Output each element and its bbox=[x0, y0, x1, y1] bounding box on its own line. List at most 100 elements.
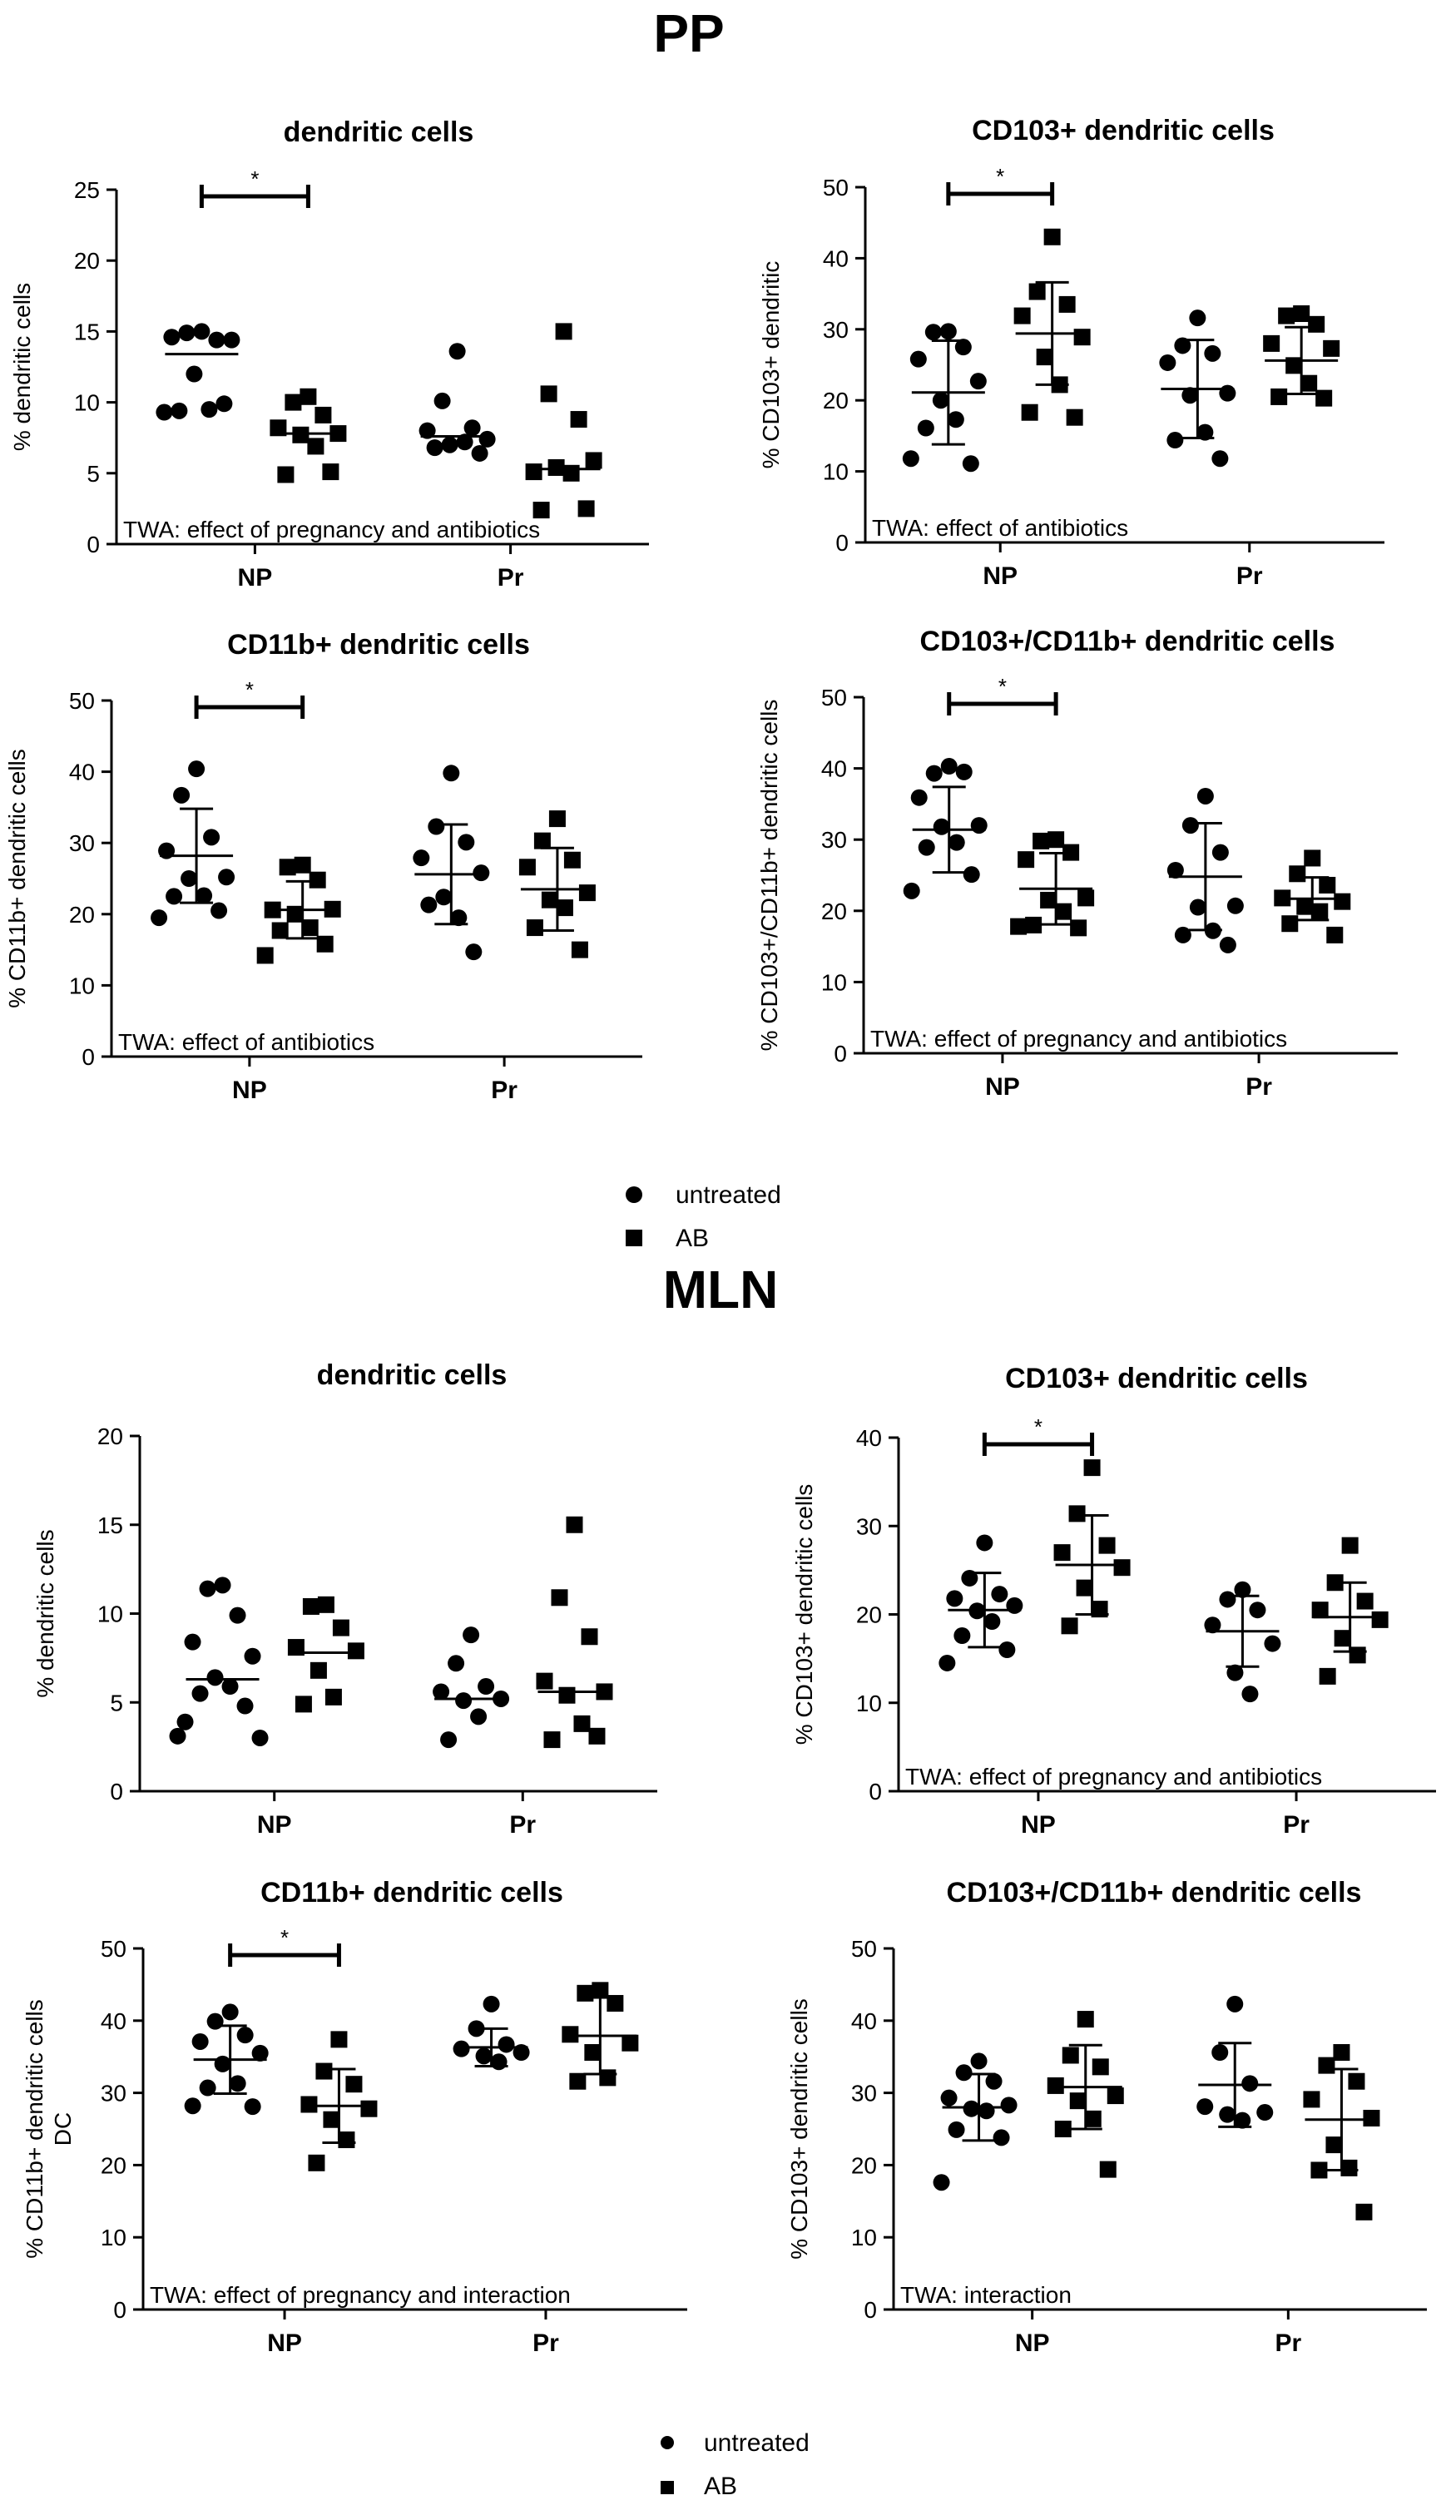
data-point-untreated-pr bbox=[455, 1692, 473, 1710]
data-point-untreated-pr bbox=[433, 1683, 450, 1701]
data-point-untreated-pr bbox=[453, 2040, 470, 2057]
data-point-ab-np bbox=[309, 871, 326, 889]
data-point-ab-pr bbox=[547, 458, 565, 476]
data-point-ab-pr bbox=[1349, 1646, 1366, 1664]
data-point-untreated-np bbox=[251, 2044, 269, 2062]
significance-label: * bbox=[998, 674, 1007, 699]
data-point-ab-np bbox=[330, 2031, 348, 2048]
data-point-untreated-pr bbox=[1219, 384, 1236, 402]
data-point-ab-np bbox=[300, 388, 317, 405]
data-point-ab-np bbox=[316, 935, 334, 953]
y-tick-label: 30 bbox=[101, 2081, 126, 2107]
y-axis-label: % CD11b+ dendritic cells bbox=[22, 1999, 47, 2259]
chart-title: dendritic cells bbox=[284, 116, 474, 148]
data-point-untreated-np bbox=[1000, 2097, 1018, 2114]
data-point-ab-pr bbox=[563, 851, 581, 869]
y-tick-label: 25 bbox=[74, 177, 100, 203]
y-tick-label: 15 bbox=[97, 1512, 123, 1538]
data-point-ab-pr bbox=[525, 463, 542, 481]
data-point-untreated-np bbox=[196, 887, 213, 904]
y-axis-label: % CD103+ dendritic cells bbox=[791, 1484, 817, 1745]
data-point-ab-pr bbox=[1311, 903, 1329, 920]
data-point-ab-pr bbox=[1263, 334, 1280, 352]
y-tick-label: 10 bbox=[74, 390, 100, 416]
data-point-ab-np bbox=[1055, 903, 1072, 920]
data-point-ab-pr bbox=[1341, 1537, 1359, 1554]
data-point-untreated-pr bbox=[463, 419, 481, 437]
data-point-untreated-pr bbox=[458, 834, 475, 851]
twa-annotation: TWA: effect of antibiotics bbox=[118, 1029, 374, 1055]
chart-title: CD11b+ dendritic cells bbox=[260, 1877, 563, 1909]
data-point-ab-pr bbox=[569, 2072, 587, 2090]
data-point-ab-pr bbox=[599, 2069, 617, 2087]
twa-annotation: TWA: effect of antibiotics bbox=[872, 515, 1128, 541]
y-tick-label: 30 bbox=[69, 830, 95, 856]
data-point-ab-pr bbox=[571, 941, 588, 958]
y-tick-label: 0 bbox=[87, 532, 100, 557]
data-point-untreated-np bbox=[203, 829, 220, 846]
data-point-untreated-np bbox=[184, 1633, 201, 1651]
y-tick-label: 10 bbox=[69, 973, 95, 998]
data-point-ab-pr bbox=[536, 1672, 553, 1690]
data-point-ab-np bbox=[1077, 889, 1095, 907]
data-point-untreated-np bbox=[218, 869, 235, 886]
data-point-untreated-pr bbox=[478, 430, 496, 448]
data-point-untreated-np bbox=[933, 818, 950, 835]
significance-label: * bbox=[280, 1925, 289, 1950]
x-tick-label: Pr bbox=[1283, 1811, 1310, 1839]
data-point-untreated-np bbox=[244, 2098, 261, 2116]
data-point-ab-np bbox=[285, 394, 302, 411]
data-point-ab-pr bbox=[573, 1715, 591, 1732]
data-point-untreated-np bbox=[991, 1586, 1008, 1603]
x-tick-label: NP bbox=[238, 564, 273, 592]
legend-bottom: untreated AB bbox=[661, 2429, 810, 2500]
chart-title: CD11b+ dendritic cells bbox=[227, 629, 530, 661]
data-point-untreated-np bbox=[940, 2089, 958, 2107]
data-point-ab-pr bbox=[526, 919, 543, 937]
data-point-ab-pr bbox=[1318, 2057, 1335, 2074]
y-tick-label: 20 bbox=[821, 899, 847, 924]
data-point-ab-np bbox=[1070, 919, 1087, 937]
chart-mln-cd103: CD103+ dendritic cells % CD103+ dendritic… bbox=[791, 1363, 1436, 1839]
chart-mln-cd11b: CD11b+ dendritic cells % CD11b+ dendritic… bbox=[22, 1877, 687, 2357]
data-point-untreated-np bbox=[206, 1669, 224, 1686]
y-tick-label: 40 bbox=[851, 2008, 877, 2034]
data-point-ab-pr bbox=[577, 1984, 594, 2002]
y-axis-label: % CD103+ dendritic cells bbox=[786, 1998, 812, 2260]
data-point-untreated-np bbox=[985, 2072, 1003, 2090]
data-point-ab-np bbox=[323, 2111, 340, 2128]
x-tick-label: Pr bbox=[1246, 1073, 1272, 1101]
legend-bottom-untreated-label: untreated bbox=[704, 2429, 810, 2457]
data-point-untreated-pr bbox=[463, 1626, 480, 1644]
y-axis-label: % CD11b+ dendritic cells bbox=[4, 749, 30, 1008]
y-axis-label: % dendritic cells bbox=[32, 1529, 58, 1697]
data-point-ab-np bbox=[1099, 2161, 1117, 2178]
data-point-untreated-pr bbox=[1174, 926, 1191, 943]
data-point-untreated-pr bbox=[1219, 1591, 1236, 1608]
data-point-ab-np bbox=[1047, 831, 1065, 849]
data-point-untreated-np bbox=[963, 2100, 980, 2117]
data-point-ab-pr bbox=[1278, 307, 1295, 324]
data-point-untreated-np bbox=[184, 2097, 201, 2115]
data-point-ab-pr bbox=[588, 1727, 606, 1745]
data-point-ab-np bbox=[277, 466, 295, 483]
data-point-ab-np bbox=[1053, 1544, 1071, 1562]
data-point-ab-np bbox=[1010, 918, 1028, 935]
data-point-ab-pr bbox=[1319, 876, 1336, 894]
data-point-untreated-np bbox=[201, 401, 218, 418]
section-title-mln: MLN bbox=[663, 1260, 779, 1319]
data-point-untreated-np bbox=[173, 786, 191, 804]
data-point-ab-pr bbox=[1323, 339, 1340, 357]
data-point-untreated-pr bbox=[498, 2036, 515, 2053]
data-point-untreated-pr bbox=[473, 864, 490, 882]
data-point-untreated-pr bbox=[1241, 1686, 1259, 1703]
data-point-ab-pr bbox=[577, 500, 595, 517]
data-point-ab-np bbox=[317, 1596, 334, 1613]
data-point-ab-np bbox=[300, 2096, 318, 2113]
data-point-untreated-pr bbox=[1219, 936, 1236, 953]
data-point-untreated-pr bbox=[1181, 817, 1199, 834]
data-point-ab-pr bbox=[581, 1628, 598, 1646]
data-point-ab-pr bbox=[1355, 2203, 1373, 2220]
data-point-ab-pr bbox=[1303, 2091, 1320, 2108]
